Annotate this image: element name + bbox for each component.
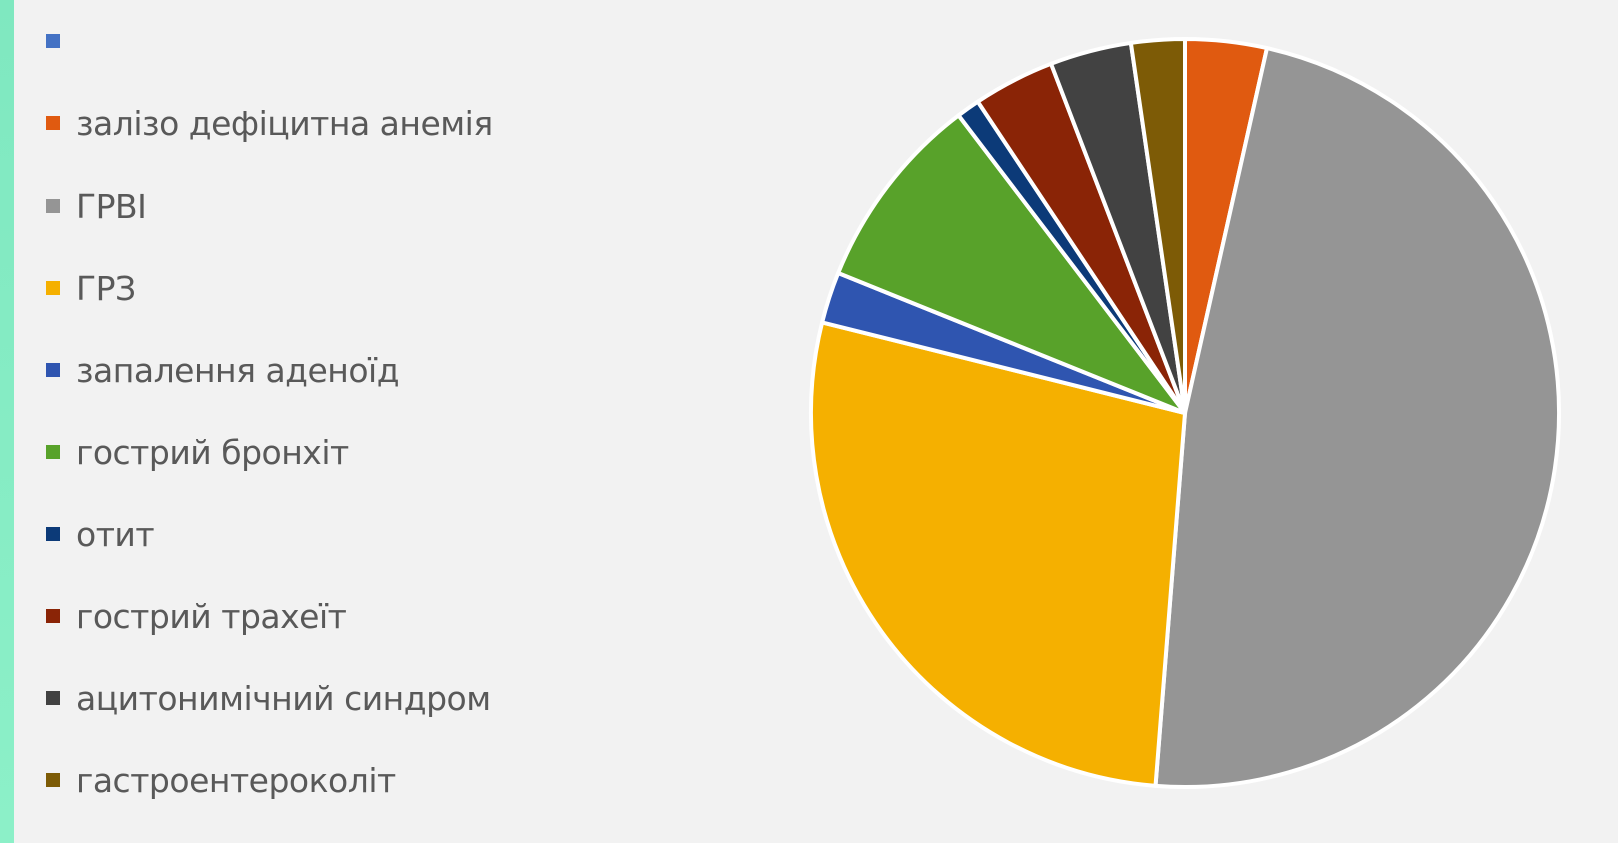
pie-slice-9 xyxy=(1128,37,1187,415)
legend-swatch-1 xyxy=(46,116,60,130)
legend-label-6: отит xyxy=(76,514,155,554)
legend-item-0 xyxy=(46,21,76,61)
accent-bar xyxy=(0,0,14,843)
legend-item-7: гострий трахеїт xyxy=(46,596,347,636)
legend-label-8: ацитонимічний синдром xyxy=(76,678,491,718)
legend-swatch-2 xyxy=(46,199,60,213)
legend-label-9: гастроентероколіт xyxy=(76,760,396,800)
legend-swatch-6 xyxy=(46,527,60,541)
legend-label-3: ГРЗ xyxy=(76,268,136,308)
legend-item-4: запалення аденоїд xyxy=(46,350,400,390)
legend-item-3: ГРЗ xyxy=(46,268,136,308)
pie-slices xyxy=(809,37,1561,789)
legend-item-6: отит xyxy=(46,514,155,554)
legend-item-9: гастроентероколіт xyxy=(46,760,396,800)
legend-item-2: ГРВІ xyxy=(46,186,147,226)
legend-item-1: залізо дефіцитна анемія xyxy=(46,103,493,143)
legend-swatch-9 xyxy=(46,773,60,787)
legend-swatch-5 xyxy=(46,445,60,459)
pie-slice-5 xyxy=(836,113,1187,415)
legend-item-8: ацитонимічний синдром xyxy=(46,678,491,718)
pie-slice-2 xyxy=(1153,46,1561,789)
legend-label-2: ГРВІ xyxy=(76,186,147,226)
legend-swatch-4 xyxy=(46,363,60,377)
legend-swatch-7 xyxy=(46,609,60,623)
legend-label-5: гострий бронхіт xyxy=(76,432,349,472)
legend-label-1: залізо дефіцитна анемія xyxy=(76,103,493,143)
legend-label-4: запалення аденоїд xyxy=(76,350,400,390)
legend-swatch-8 xyxy=(46,691,60,705)
legend-item-5: гострий бронхіт xyxy=(46,432,349,472)
pie-slice-3 xyxy=(809,320,1187,788)
legend-label-7: гострий трахеїт xyxy=(76,596,347,636)
legend-swatch-0 xyxy=(46,34,60,48)
legend-swatch-3 xyxy=(46,281,60,295)
